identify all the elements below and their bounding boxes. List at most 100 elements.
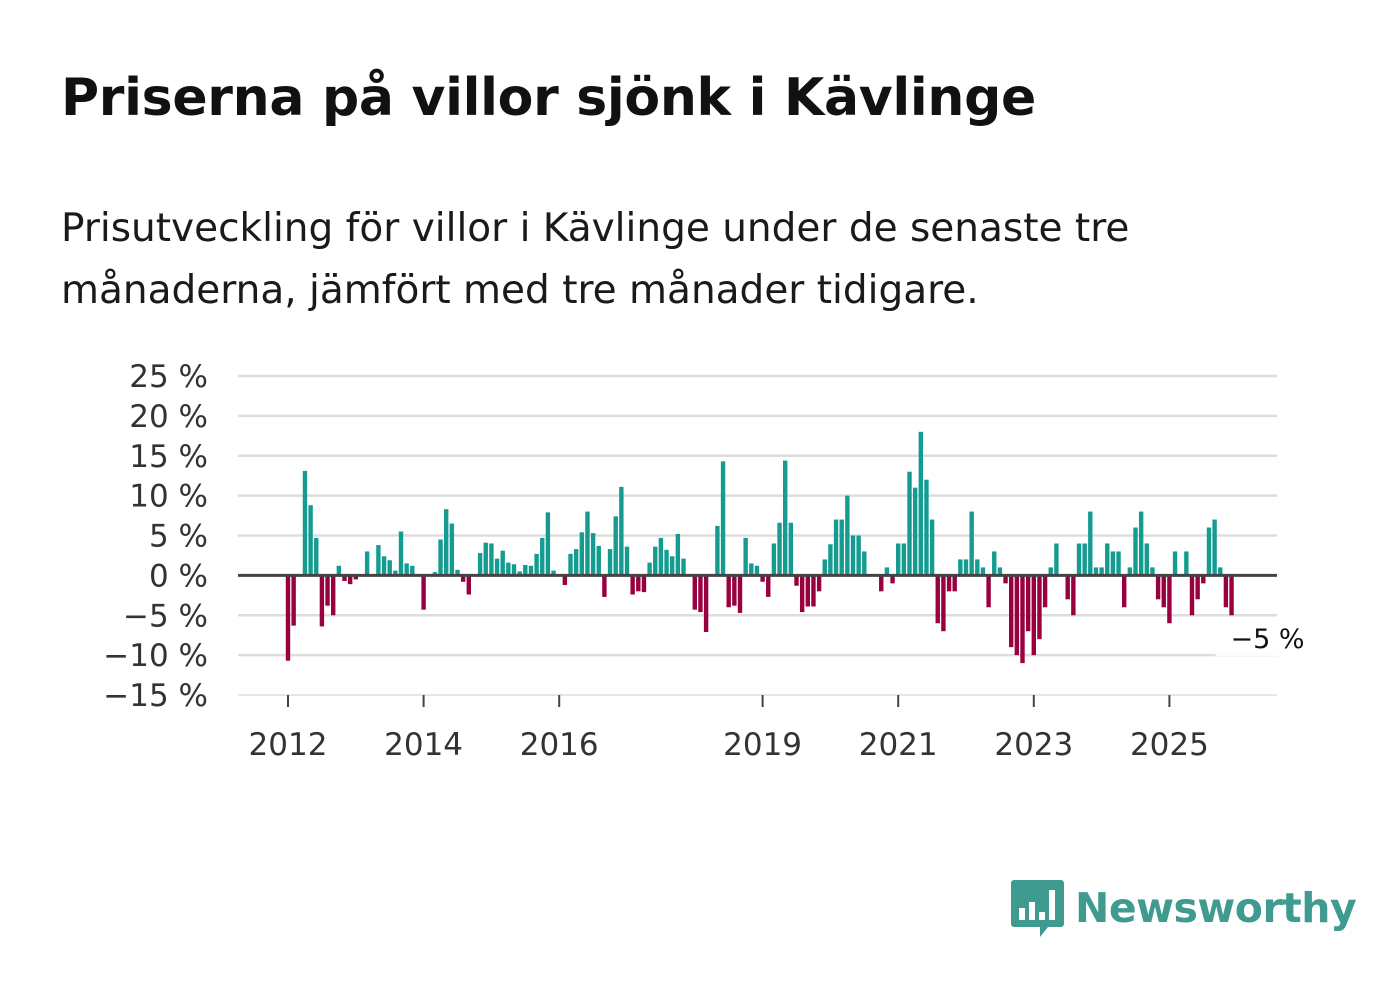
x-tick-label: 2025 [1130,727,1209,763]
bar [1025,575,1031,632]
bar [958,559,963,576]
bar [890,575,895,584]
bar [896,543,901,576]
bar [754,565,760,576]
bar [573,549,579,576]
bar [376,545,381,576]
bar [607,549,613,576]
bar [1071,575,1076,616]
bar [794,575,799,586]
bar [1127,567,1133,576]
bar [647,562,652,576]
bar [743,537,748,576]
bar [811,575,816,607]
bar [477,553,483,576]
bar [833,519,839,576]
bar [466,575,471,595]
bar [1133,527,1138,576]
bar [1054,543,1059,576]
bar [839,519,844,576]
bar [1206,527,1212,576]
bar [1093,567,1099,576]
bar [828,544,833,576]
y-tick-label: 15 % [129,439,208,475]
bar [393,570,398,576]
bar [1105,543,1110,576]
bar [1076,543,1082,576]
end-label-background [1215,622,1314,657]
page-title: Priserna på villor sjönk i Kävlinge [61,68,1036,128]
bar [918,431,923,576]
bar [302,470,308,576]
bar [941,575,946,632]
bar [534,553,539,576]
bar [421,575,426,610]
bar [568,553,573,576]
bar [1031,575,1036,656]
bar [1020,575,1025,664]
x-tick-label: 2019 [723,727,802,763]
bar [1161,575,1166,608]
bar [489,543,494,576]
bar [494,558,500,576]
bar [1009,575,1014,648]
bar [1014,575,1020,656]
bar [924,479,929,576]
bar [590,533,596,576]
bar [822,559,827,576]
bar [732,575,737,606]
bar [545,512,551,576]
x-tick-label: 2012 [249,727,328,763]
bar [805,575,810,607]
bar [698,575,703,613]
brand-logo: Newsworthy [1010,878,1357,938]
bar [308,505,313,576]
bar [692,575,697,610]
bar [935,575,940,624]
bar [737,575,743,613]
bar [404,563,409,576]
bar [1116,551,1121,576]
bar [1099,567,1104,576]
bar [619,486,624,576]
bar [1082,543,1087,576]
bar [1184,551,1189,576]
bar [929,519,935,576]
bar [511,564,517,576]
bar [432,572,438,576]
bar [1155,575,1161,600]
bar [715,525,720,576]
bar [517,571,522,576]
bar [760,575,765,582]
bar [997,567,1003,576]
bar [720,461,726,576]
bar [1172,551,1178,576]
y-tick-label: 20 % [129,399,208,435]
bar [325,575,330,606]
y-tick-label: 10 % [129,479,208,515]
bar [500,550,505,576]
bar [907,471,912,576]
end-value-label: −5 % [1231,624,1305,655]
x-tick-label: 2023 [994,727,1073,763]
bar [1150,567,1155,576]
bar [1144,543,1149,576]
bar [630,575,635,595]
bar [438,539,443,576]
bar [799,575,805,613]
y-tick-label: 5 % [149,519,208,555]
bar [912,487,918,576]
bar [1167,575,1172,624]
bar [347,575,353,585]
bar [703,575,709,632]
bar [1037,575,1042,640]
brand-name: Newsworthy [1075,884,1357,932]
bar [901,543,907,576]
bar [749,563,754,576]
bar [285,575,291,661]
bar [460,575,466,582]
bar [455,569,460,576]
bar-chart-speech-bubble-icon [1011,880,1064,937]
bar [980,567,986,576]
